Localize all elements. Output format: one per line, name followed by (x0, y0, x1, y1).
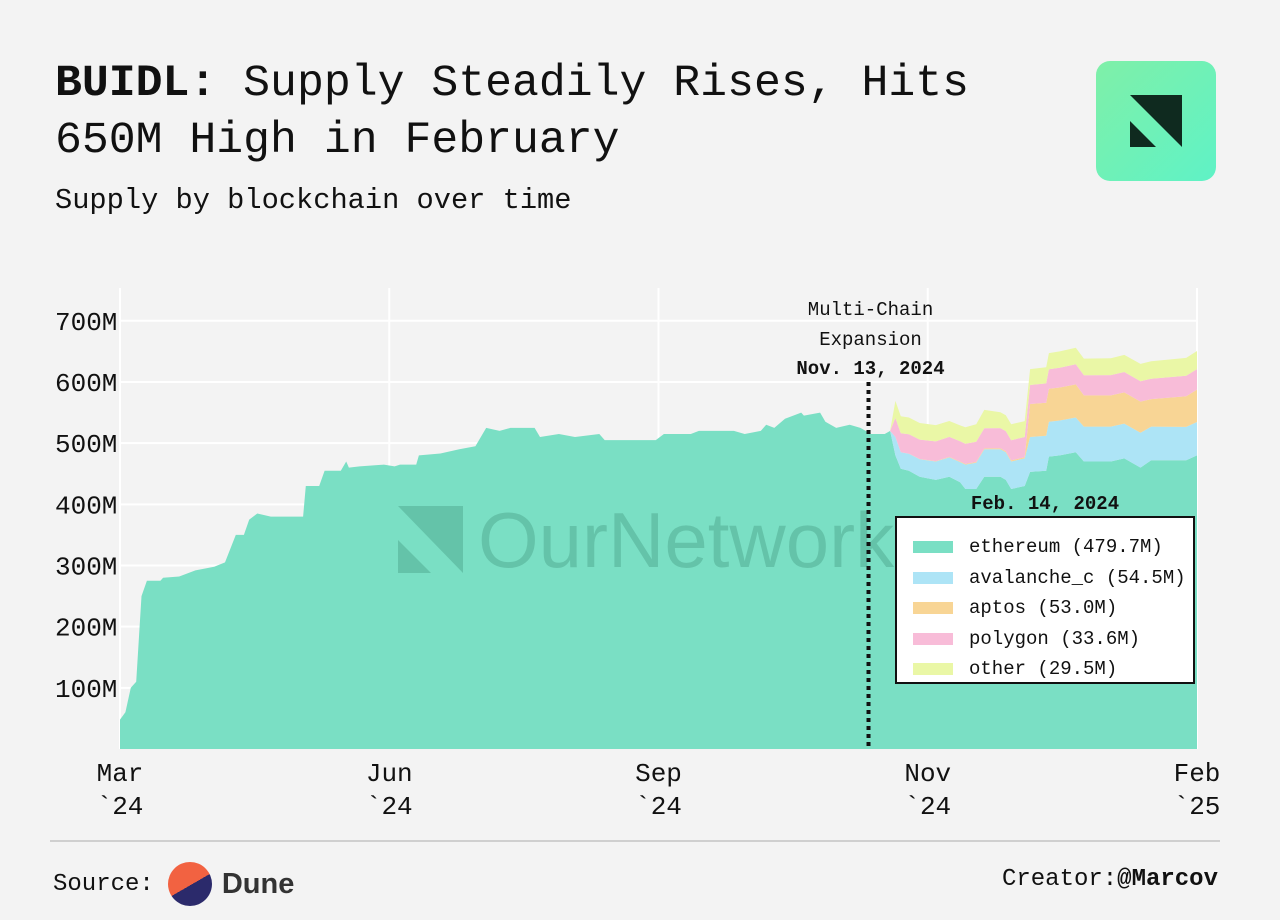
x-tick-year: `25 (1174, 792, 1221, 822)
footer-divider (50, 840, 1220, 842)
y-tick-label: 200M (55, 614, 117, 644)
area-avalanche_c (890, 417, 1197, 489)
legend-label: other (29.5M) (969, 658, 1118, 681)
y-tick-label: 500M (55, 430, 117, 460)
x-tick-year: `24 (904, 792, 951, 822)
legend-swatch (913, 632, 953, 645)
x-tick-year: `24 (635, 792, 682, 822)
x-tick-label: Jun (366, 759, 413, 789)
y-tick-label: 300M (55, 552, 117, 582)
creator-label: Creator: (1001, 866, 1118, 893)
y-tick-label: 400M (55, 491, 117, 521)
legend-label: ethereum (479.7M) (969, 536, 1163, 559)
source-name: Dune (221, 867, 295, 900)
legend-item-other: other (29.5M) (913, 654, 1193, 685)
legend-item-aptos: aptos (53.0M) (913, 593, 1193, 624)
page-title: BUIDL: Supply Steadily Rises, Hits 650M … (55, 56, 1055, 170)
watermark: OurNetwork (398, 496, 895, 584)
legend-label: aptos (53.0M) (969, 597, 1118, 620)
y-tick-label: 100M (55, 675, 117, 705)
annotation-line1: Multi-Chain (808, 299, 933, 321)
legend-swatch (913, 571, 953, 584)
legend-swatch (913, 541, 953, 554)
ournetwork-logo-icon (1130, 95, 1182, 147)
ournetwork-logo (1096, 61, 1216, 181)
y-axis: 100M 200M 300M 400M 500M 600M 700M (55, 308, 117, 705)
legend-swatch (913, 663, 953, 676)
x-tick-label: Sep (635, 759, 682, 789)
legend-item-ethereum: ethereum (479.7M) (913, 532, 1193, 563)
legend-label: polygon (33.6M) (969, 627, 1141, 650)
y-tick-label: 600M (55, 369, 117, 399)
area-polygon (890, 364, 1197, 464)
source: Source: Dune (53, 862, 294, 906)
y-tick-label: 700M (55, 308, 117, 338)
annotation-line2: Expansion (819, 329, 922, 351)
annotation: Multi-Chain Expansion Nov. 13, 2024 (796, 299, 945, 749)
source-label: Source: (53, 870, 154, 898)
x-tick-label: Mar (97, 759, 144, 789)
chart: OurNetwork 100M200M300M400M500M600M700M … (55, 288, 1221, 822)
creator-handle: @Marcov (1117, 866, 1218, 893)
legend-date: Feb. 14, 2024 (971, 493, 1119, 515)
x-tick-year: `24 (366, 792, 413, 822)
title-bold: BUIDL: (55, 59, 217, 109)
x-tick-label: Feb (1174, 759, 1221, 789)
legend-item-polygon: polygon (33.6M) (913, 624, 1193, 655)
annotation-date: Nov. 13, 2024 (796, 358, 944, 380)
area-other (890, 347, 1197, 444)
x-tick-year: `24 (97, 792, 144, 822)
legend: ethereum (479.7M) avalanche_c (54.5M) ap… (895, 516, 1195, 684)
legend-label: avalanche_c (54.5M) (969, 566, 1186, 589)
page-subtitle: Supply by blockchain over time (55, 184, 572, 217)
title-rest: Supply Steadily Rises, Hits 650M High in… (55, 59, 970, 166)
legend-item-avalanche: avalanche_c (54.5M) (913, 563, 1193, 594)
legend-swatch (913, 602, 953, 615)
creator: Creator:@Marcov (1002, 866, 1218, 893)
watermark-text: OurNetwork (478, 496, 895, 584)
area-aptos (890, 384, 1197, 465)
x-tick-label: Nov (904, 759, 951, 789)
dune-logo-icon (167, 862, 212, 906)
